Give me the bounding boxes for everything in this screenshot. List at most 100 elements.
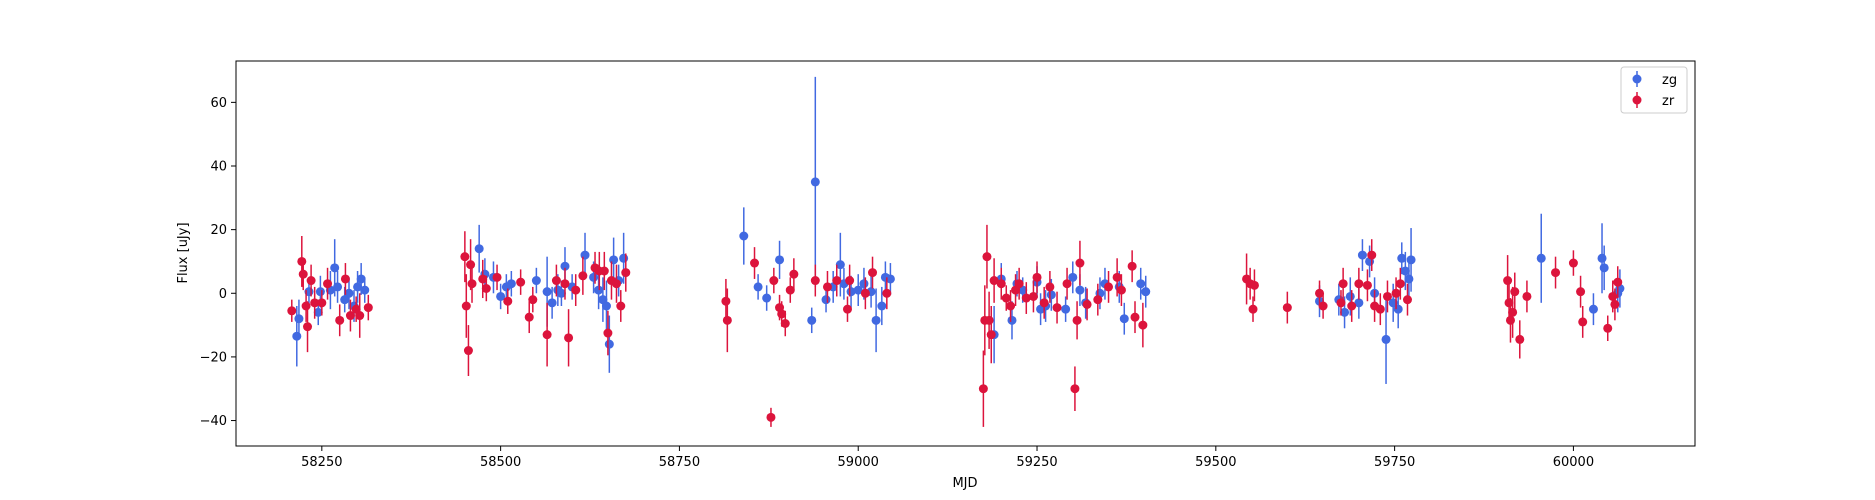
x-tick-label: 59250 bbox=[1016, 455, 1057, 470]
data-point bbox=[1021, 293, 1031, 303]
data-point bbox=[1130, 312, 1140, 322]
data-point bbox=[810, 276, 820, 286]
data-point bbox=[542, 330, 552, 340]
data-point bbox=[461, 301, 471, 311]
data-point bbox=[989, 276, 999, 286]
legend-marker bbox=[1632, 74, 1642, 84]
data-point bbox=[1367, 250, 1377, 260]
data-point bbox=[589, 272, 599, 282]
data-point bbox=[1052, 303, 1062, 313]
data-point bbox=[1578, 317, 1588, 327]
data-point bbox=[860, 288, 870, 298]
data-point bbox=[467, 279, 477, 289]
x-axis-label: MJD bbox=[952, 476, 977, 491]
data-point bbox=[845, 276, 855, 286]
data-point bbox=[317, 298, 327, 308]
data-point bbox=[810, 177, 820, 187]
data-point bbox=[330, 263, 340, 273]
data-point bbox=[516, 277, 526, 287]
legend: zg zr bbox=[1620, 66, 1688, 114]
data-point bbox=[310, 298, 320, 308]
data-point bbox=[496, 291, 506, 301]
data-point bbox=[1127, 261, 1137, 271]
data-point bbox=[560, 261, 570, 271]
data-point bbox=[1504, 298, 1514, 308]
data-point bbox=[619, 253, 629, 263]
data-point bbox=[335, 315, 345, 325]
data-point bbox=[1362, 280, 1372, 290]
y-tick-label: 60 bbox=[210, 96, 227, 111]
data-point bbox=[301, 301, 311, 311]
data-point bbox=[1406, 255, 1416, 265]
data-point bbox=[292, 331, 302, 341]
series-zr bbox=[287, 224, 1623, 427]
data-point bbox=[345, 311, 355, 321]
data-point bbox=[333, 282, 343, 292]
y-tick-label: −40 bbox=[200, 414, 227, 429]
data-point bbox=[777, 309, 787, 319]
data-point bbox=[355, 311, 365, 321]
data-point bbox=[1045, 282, 1055, 292]
data-point bbox=[601, 301, 611, 311]
data-point bbox=[1599, 263, 1609, 273]
data-point bbox=[877, 301, 887, 311]
data-point bbox=[463, 346, 473, 356]
data-point bbox=[1404, 274, 1414, 284]
data-point bbox=[1508, 307, 1518, 317]
x-tick-label: 59000 bbox=[838, 455, 879, 470]
data-point bbox=[1075, 258, 1085, 268]
y-tick-label: −20 bbox=[200, 350, 227, 365]
data-point bbox=[789, 269, 799, 279]
data-point bbox=[306, 276, 316, 286]
data-point bbox=[1318, 301, 1328, 311]
data-point bbox=[616, 301, 626, 311]
data-point bbox=[1039, 298, 1049, 308]
data-point bbox=[609, 255, 619, 265]
data-point bbox=[832, 276, 842, 286]
data-point bbox=[853, 285, 863, 295]
legend-marker bbox=[1632, 95, 1642, 105]
data-point bbox=[560, 279, 570, 289]
data-point bbox=[1061, 304, 1071, 314]
data-point bbox=[298, 269, 308, 279]
data-point bbox=[1136, 279, 1146, 289]
data-point bbox=[524, 312, 534, 322]
legend-label: zr bbox=[1662, 94, 1675, 109]
data-point bbox=[750, 258, 760, 268]
data-point bbox=[766, 412, 776, 422]
data-point bbox=[1075, 285, 1085, 295]
data-point bbox=[578, 271, 588, 281]
plot-frame bbox=[235, 60, 1696, 447]
data-point bbox=[882, 288, 892, 298]
data-point bbox=[1522, 291, 1532, 301]
data-point bbox=[1141, 287, 1151, 297]
data-point bbox=[1347, 301, 1357, 311]
data-point bbox=[1014, 279, 1024, 289]
data-point bbox=[807, 315, 817, 325]
legend-label: zg bbox=[1662, 73, 1677, 88]
y-tick-label: 0 bbox=[219, 287, 227, 302]
data-point bbox=[1382, 291, 1392, 301]
data-point bbox=[1068, 272, 1078, 282]
data-point bbox=[1503, 276, 1513, 286]
data-point bbox=[762, 293, 772, 303]
data-point bbox=[542, 287, 552, 297]
data-point bbox=[1505, 315, 1515, 325]
data-point bbox=[1395, 279, 1405, 289]
y-axis-label: Flux [uJy] bbox=[176, 222, 191, 283]
data-point bbox=[1397, 253, 1407, 263]
data-point bbox=[821, 295, 831, 305]
data-point bbox=[297, 256, 307, 266]
data-point bbox=[1354, 298, 1364, 308]
data-point bbox=[996, 279, 1006, 289]
data-point bbox=[1248, 304, 1258, 314]
data-point bbox=[1282, 303, 1292, 313]
data-point bbox=[868, 268, 878, 278]
data-point bbox=[506, 279, 516, 289]
data-point bbox=[621, 268, 631, 278]
data-point bbox=[1315, 288, 1325, 298]
data-point bbox=[1340, 307, 1350, 317]
data-point bbox=[846, 287, 856, 297]
